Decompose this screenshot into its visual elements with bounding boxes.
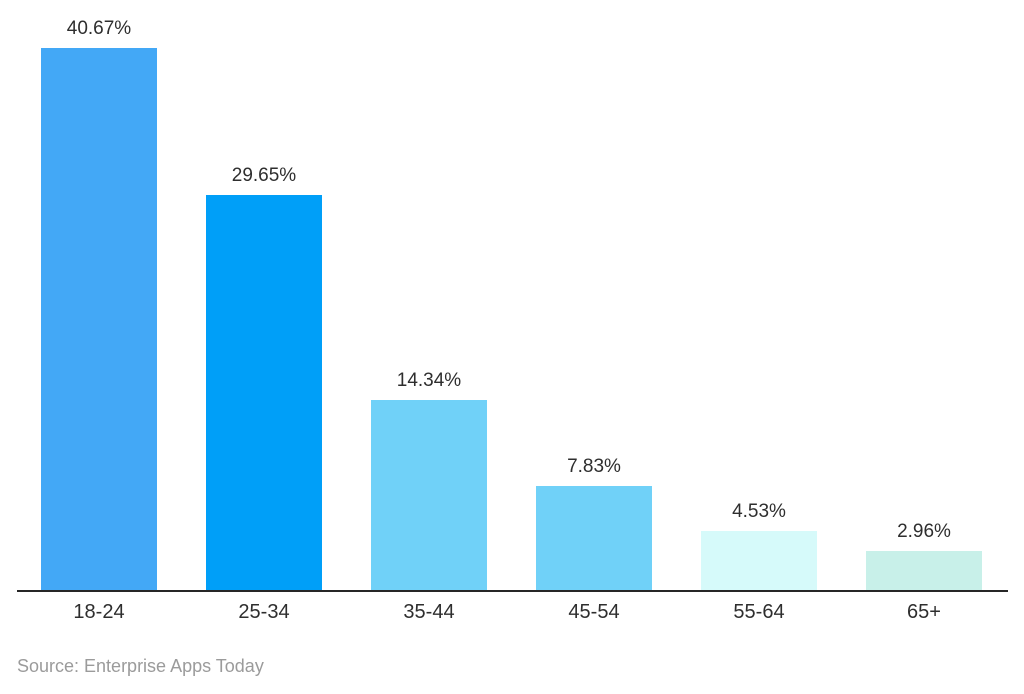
bar-value-label: 14.34% — [396, 370, 462, 391]
bar-category-label: 25-34 — [238, 601, 290, 623]
bar-category-label: 35-44 — [403, 601, 455, 623]
bar-category-label: 65+ — [907, 601, 941, 623]
bar-value-label: 2.96% — [897, 521, 951, 542]
bar — [866, 551, 982, 591]
bar-category-label: 45-54 — [568, 601, 620, 623]
plot-area: 40.67% 29.65% 14.34% 7.83% 4.53% 2.96% — [41, 18, 982, 591]
bar-value-label: 40.67% — [66, 18, 132, 39]
bar — [701, 531, 817, 591]
bar-value-label: 4.53% — [732, 501, 786, 522]
bar-category-label: 18-24 — [73, 601, 125, 623]
bar — [41, 48, 157, 591]
source-caption: Source: Enterprise Apps Today — [17, 656, 264, 676]
bar-category-label: 55-64 — [733, 601, 785, 623]
bar — [206, 195, 322, 591]
bar-value-label: 29.65% — [231, 165, 297, 186]
x-axis-line — [17, 590, 1008, 592]
bar-value-label: 7.83% — [567, 456, 621, 477]
bar — [536, 486, 652, 591]
bar — [371, 400, 487, 591]
